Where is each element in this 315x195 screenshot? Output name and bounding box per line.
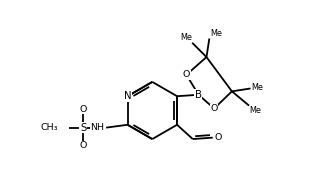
- Text: CH₃: CH₃: [41, 123, 58, 132]
- Text: Me: Me: [251, 83, 263, 92]
- Text: O: O: [80, 141, 87, 150]
- Text: B: B: [195, 90, 202, 100]
- Text: Me: Me: [249, 106, 261, 115]
- Text: Me: Me: [180, 33, 192, 42]
- Text: NH: NH: [90, 123, 104, 132]
- Text: O: O: [80, 105, 87, 114]
- Text: S: S: [80, 123, 86, 133]
- Text: N: N: [124, 91, 131, 101]
- Text: O: O: [215, 133, 222, 142]
- Text: O: O: [183, 70, 190, 79]
- Text: O: O: [210, 104, 218, 113]
- Text: Me: Me: [210, 29, 222, 38]
